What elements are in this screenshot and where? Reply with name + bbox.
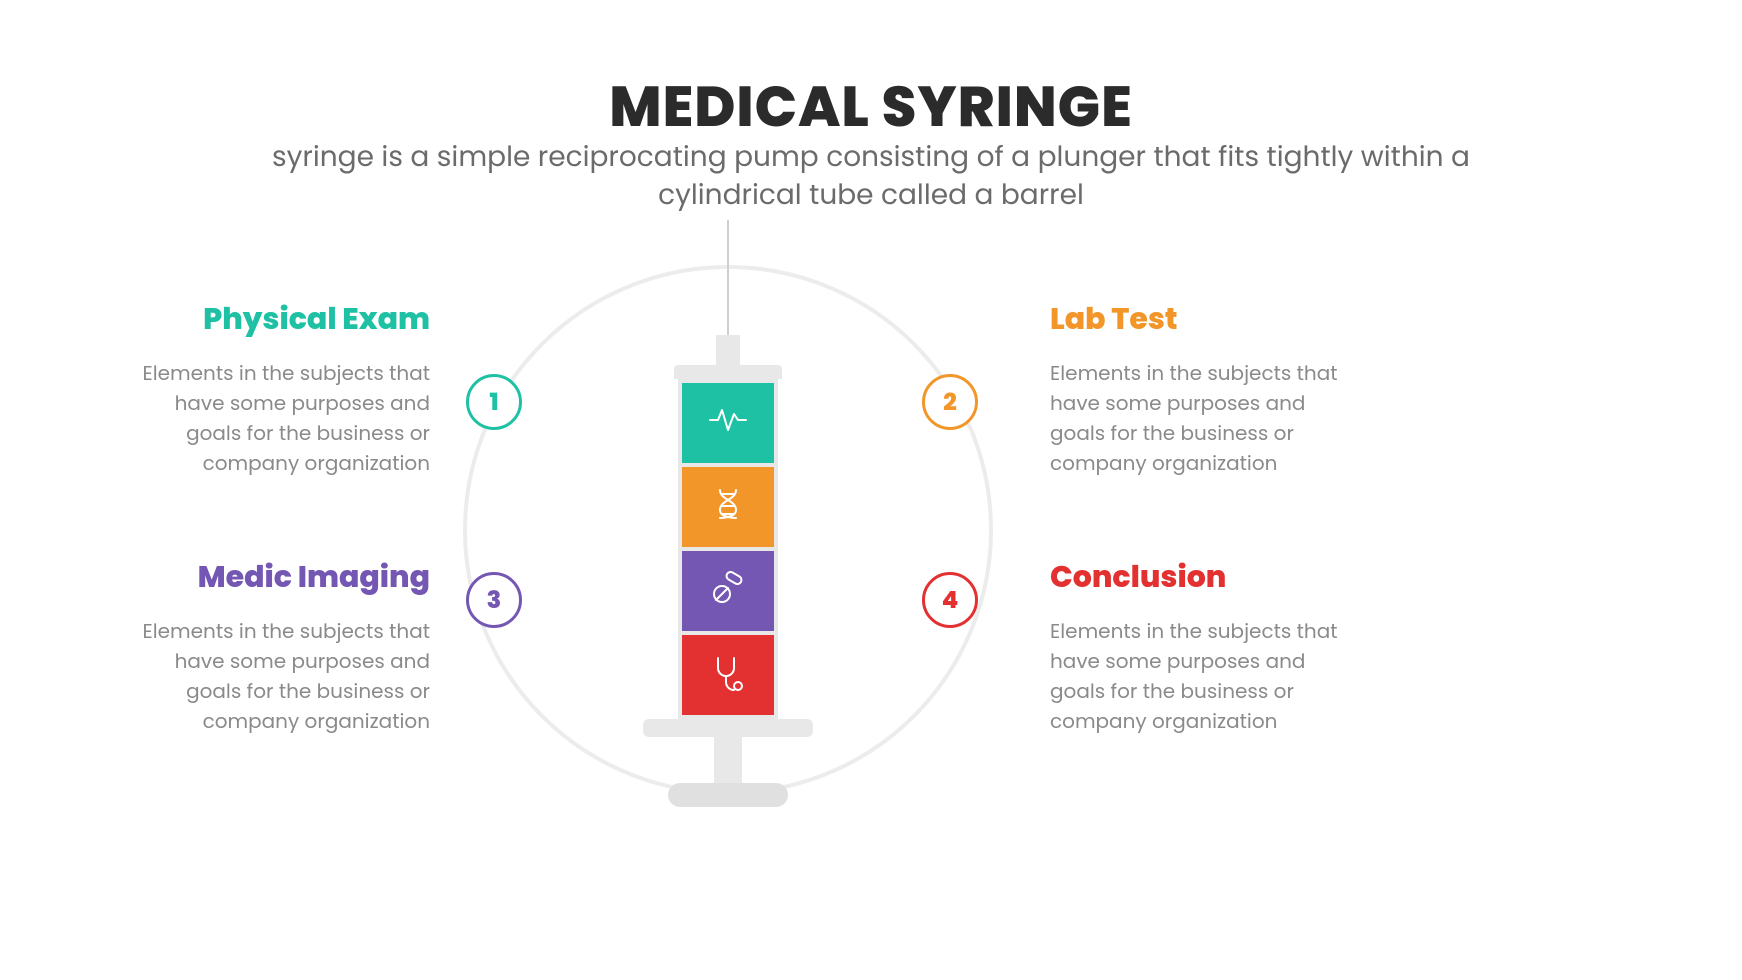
syringe-segment-4: [682, 635, 774, 715]
item-lab-test: Lab Test Elements in the subjects that h…: [1050, 296, 1350, 478]
item-medic-imaging: Medic Imaging Elements in the subjects t…: [130, 554, 430, 736]
item-desc: Elements in the subjects that have some …: [1050, 616, 1350, 736]
node-2-number: 2: [943, 385, 957, 420]
pills-icon: [708, 568, 748, 615]
item-title: Physical Exam: [130, 296, 430, 342]
node-4-number: 4: [942, 583, 959, 618]
item-physical-exam: Physical Exam Elements in the subjects t…: [130, 296, 430, 478]
item-title: Lab Test: [1050, 296, 1350, 342]
syringe-segment-3: [682, 551, 774, 631]
node-3: 3: [466, 572, 522, 628]
node-3-number: 3: [487, 583, 502, 618]
infographic-page: MEDICAL SYRINGE syringe is a simple reci…: [0, 0, 1742, 980]
item-desc: Elements in the subjects that have some …: [130, 358, 430, 478]
syringe-barrel: [678, 379, 778, 719]
node-1-number: 1: [489, 385, 498, 420]
syringe-flange: [643, 719, 813, 737]
syringe-segment-1: [682, 383, 774, 463]
syringe-barrel-cap: [674, 365, 782, 379]
syringe-thumb-rest: [668, 783, 788, 807]
stetho-icon: [708, 652, 748, 699]
syringe-hub: [716, 335, 740, 365]
node-2: 2: [922, 374, 978, 430]
syringe-needle: [727, 220, 729, 335]
item-desc: Elements in the subjects that have some …: [130, 616, 430, 736]
item-conclusion: Conclusion Elements in the subjects that…: [1050, 554, 1350, 736]
page-subtitle: syringe is a simple reciprocating pump c…: [0, 138, 1742, 214]
dna-icon: [708, 484, 748, 531]
node-1: 1: [466, 374, 522, 430]
syringe-segment-2: [682, 467, 774, 547]
item-desc: Elements in the subjects that have some …: [1050, 358, 1350, 478]
ekg-icon: [708, 400, 748, 447]
syringe-plunger-rod: [714, 737, 742, 783]
item-title: Medic Imaging: [130, 554, 430, 600]
node-4: 4: [922, 572, 978, 628]
item-title: Conclusion: [1050, 554, 1350, 600]
